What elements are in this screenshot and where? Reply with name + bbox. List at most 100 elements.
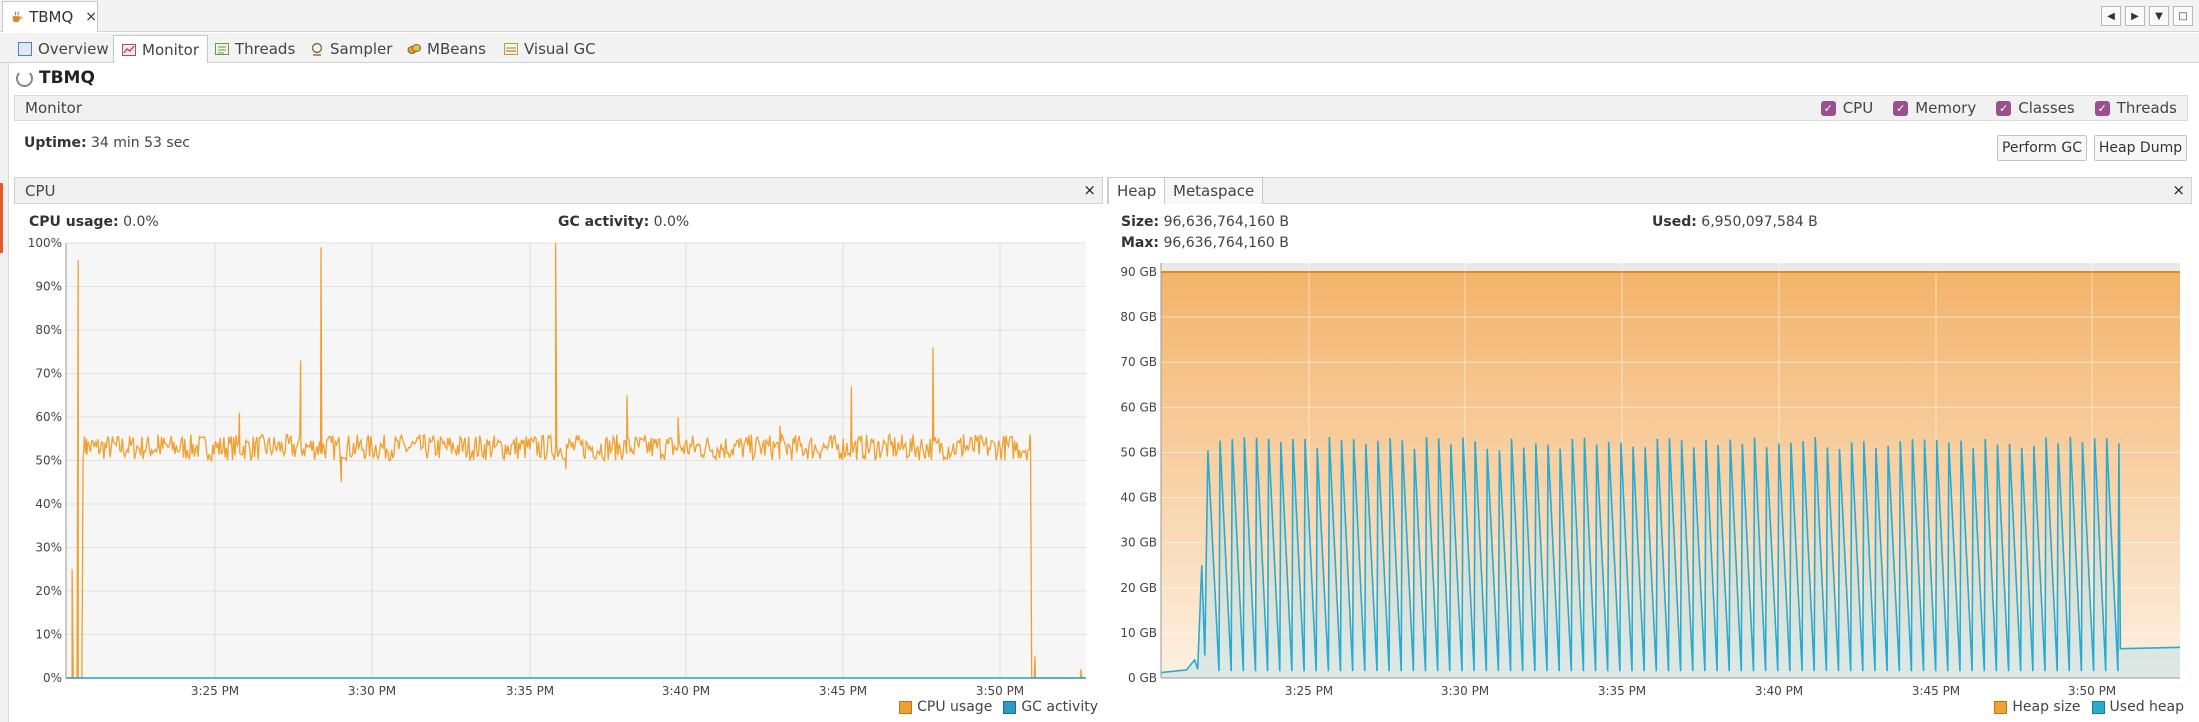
checkbox-threads-label: Threads: [2116, 99, 2177, 117]
scroll-right-icon[interactable]: ▶: [2125, 6, 2145, 26]
tab-list-dropdown-icon[interactable]: ▼: [2149, 6, 2169, 26]
visual-gc-icon: [504, 43, 518, 55]
monitor-label: Monitor: [25, 99, 83, 117]
cpu-y-tick-label: 70%: [35, 367, 62, 381]
checkbox-memory-label: Memory: [1915, 99, 1977, 117]
heap-max-readout: Max: 96,636,764,160 B: [1121, 235, 1289, 251]
cpu-y-tick-label: 30%: [35, 541, 62, 555]
cpu-y-tick-label: 20%: [35, 584, 62, 598]
heap-y-tick-label: 30 GB: [1120, 536, 1157, 550]
checkbox-classes[interactable]: ✓ Classes: [1996, 99, 2075, 117]
tab-navigation: ◀ ▶ ▼ □: [2101, 6, 2193, 26]
side-marker: [0, 183, 3, 253]
checkmark-icon: ✓: [1820, 100, 1836, 116]
cpu-y-tick-label: 10%: [35, 628, 62, 642]
checkmark-icon: ✓: [1893, 100, 1909, 116]
tab-visual-gc[interactable]: Visual GC: [496, 35, 604, 63]
cpu-panel-header: CPU ×: [14, 177, 1103, 204]
overview-icon: [18, 42, 32, 56]
left-side-strip: [0, 63, 9, 722]
heap-x-tick-label: 3:50 PM: [2068, 684, 2116, 698]
tab-heap[interactable]: Heap: [1108, 177, 1166, 204]
cpu-x-tick-label: 3:50 PM: [976, 684, 1024, 698]
document-tabbar: TBMQ × ◀ ▶ ▼ □: [0, 0, 2199, 32]
document-tab-label: TBMQ: [29, 8, 74, 26]
heap-size-readout: Size: 96,636,764,160 B: [1121, 214, 1289, 230]
cpu-x-tick-label: 3:35 PM: [506, 684, 554, 698]
checkmark-icon: ✓: [1996, 100, 2012, 116]
tab-sampler-label: Sampler: [330, 40, 393, 58]
tab-sampler[interactable]: Sampler: [302, 35, 400, 63]
cpu-usage-value: 0.0%: [123, 214, 159, 230]
tab-overview-label: Overview: [38, 40, 109, 58]
monitor-checkboxes: ✓ CPU ✓ Memory ✓ Classes ✓ Threads: [1820, 99, 2177, 117]
cpu-usage-swatch: [899, 700, 913, 714]
sampler-icon: [311, 42, 323, 56]
heap-y-tick-label: 0 GB: [1128, 671, 1157, 685]
heap-y-tick-label: 90 GB: [1120, 265, 1157, 279]
heap-y-tick-label: 80 GB: [1120, 310, 1157, 324]
cpu-usage-label: CPU usage:: [29, 214, 119, 230]
tab-threads[interactable]: Threads: [207, 35, 303, 63]
gc-activity-swatch: [1003, 700, 1017, 714]
cpu-chart-legend: CPU usage GC activity: [899, 699, 1098, 715]
heap-dump-button[interactable]: Heap Dump: [2094, 135, 2187, 161]
threads-icon: [215, 43, 229, 55]
cpu-y-tick-label: 50%: [35, 454, 62, 468]
tab-overview[interactable]: Overview: [10, 35, 117, 63]
heap-x-tick-label: 3:40 PM: [1755, 684, 1803, 698]
checkbox-cpu[interactable]: ✓ CPU: [1820, 99, 1874, 117]
cpu-x-tick-label: 3:25 PM: [191, 684, 239, 698]
tab-mbeans[interactable]: MBeans: [399, 35, 494, 63]
legend-gc-activity: GC activity: [1021, 699, 1098, 715]
cpu-y-tick-label: 40%: [35, 497, 62, 511]
perform-gc-button[interactable]: Perform GC: [1997, 135, 2087, 161]
cpu-y-tick-label: 90%: [35, 280, 62, 294]
checkbox-cpu-label: CPU: [1842, 99, 1874, 117]
monitor-section-header: Monitor ✓ CPU ✓ Memory ✓ Classes ✓ Threa…: [14, 95, 2188, 121]
tab-monitor[interactable]: Monitor: [113, 35, 209, 63]
checkbox-threads[interactable]: ✓ Threads: [2094, 99, 2177, 117]
checkbox-memory[interactable]: ✓ Memory: [1893, 99, 1976, 117]
scroll-left-icon[interactable]: ◀: [2101, 6, 2121, 26]
heap-x-tick-label: 3:45 PM: [1912, 684, 1960, 698]
heap-plot-area: [1161, 263, 2180, 678]
cpu-panel-title: CPU: [25, 182, 56, 200]
monitor-chart-icon: [122, 43, 136, 56]
heap-x-tick-label: 3:30 PM: [1441, 684, 1489, 698]
tab-mbeans-label: MBeans: [427, 40, 486, 58]
uptime-readout: Uptime: 34 min 53 sec: [24, 135, 190, 151]
heap-size-swatch: [1994, 700, 2008, 714]
uptime-label: Uptime:: [24, 135, 87, 151]
checkmark-icon: ✓: [2094, 100, 2110, 116]
tab-threads-label: Threads: [235, 40, 296, 58]
heap-y-tick-label: 60 GB: [1120, 400, 1157, 414]
cpu-y-tick-label: 100%: [28, 236, 62, 250]
memory-panel-header: Heap Metaspace ×: [1107, 177, 2192, 204]
mbeans-icon: [407, 44, 421, 54]
cpu-y-tick-label: 60%: [35, 410, 62, 424]
used-heap-swatch: [2091, 700, 2105, 714]
close-tab-icon[interactable]: ×: [85, 9, 97, 25]
cpu-x-tick-label: 3:40 PM: [662, 684, 710, 698]
close-cpu-panel-icon[interactable]: ×: [1083, 181, 1096, 199]
heap-used-value: 6,950,097,584 B: [1701, 214, 1818, 230]
close-memory-panel-icon[interactable]: ×: [2172, 181, 2185, 199]
tab-visual-gc-label: Visual GC: [524, 40, 596, 58]
document-tab-tbmq[interactable]: TBMQ ×: [2, 1, 98, 32]
gc-activity-readout: GC activity: 0.0%: [558, 214, 689, 230]
tab-metaspace[interactable]: Metaspace: [1164, 177, 1264, 204]
heap-max-label: Max:: [1121, 235, 1160, 251]
cpu-usage-readout: CPU usage: 0.0%: [29, 214, 159, 230]
maximize-icon[interactable]: □: [2173, 6, 2193, 26]
heap-size-value: 96,636,764,160 B: [1163, 214, 1289, 230]
heap-x-tick-label: 3:25 PM: [1285, 684, 1333, 698]
uptime-value: 34 min 53 sec: [91, 135, 190, 151]
cpu-x-tick-label: 3:45 PM: [819, 684, 867, 698]
used-heap-line: [1160, 436, 2181, 674]
heap-used-label: Used:: [1652, 214, 1697, 230]
heap-y-tick-label: 50 GB: [1120, 445, 1157, 459]
coffee-cup-icon: [12, 11, 22, 23]
heap-y-tick-label: 10 GB: [1120, 626, 1157, 640]
view-tabbar: Overview Monitor Threads Sampler MBeans: [0, 33, 2199, 63]
